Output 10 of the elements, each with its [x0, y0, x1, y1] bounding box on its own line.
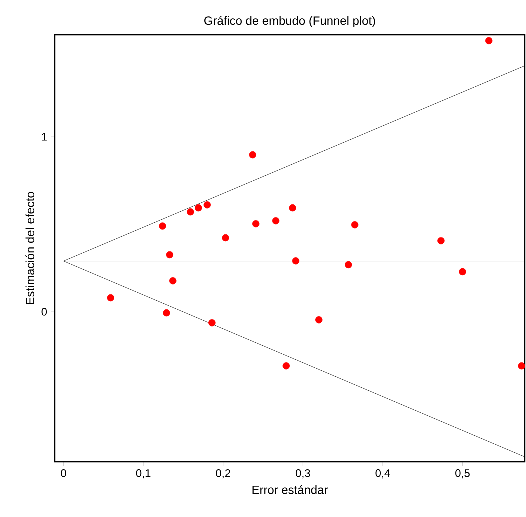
y-axis-title: Estimación del efecto: [26, 192, 35, 304]
x-tick-label: 0,5: [456, 470, 470, 479]
x-tick-label: 0,4: [376, 470, 390, 479]
y-tick-label: 1: [42, 133, 47, 141]
chart-title: Gráfico de embudo (Funnel plot): [204, 16, 376, 28]
x-tick-label: 0,3: [296, 470, 310, 479]
x-tick-label: 0,2: [216, 470, 230, 479]
x-tick-label: 0: [61, 470, 66, 478]
x-tick-label: 0,1: [136, 470, 151, 479]
x-axis-title: Error estándar: [252, 485, 328, 494]
